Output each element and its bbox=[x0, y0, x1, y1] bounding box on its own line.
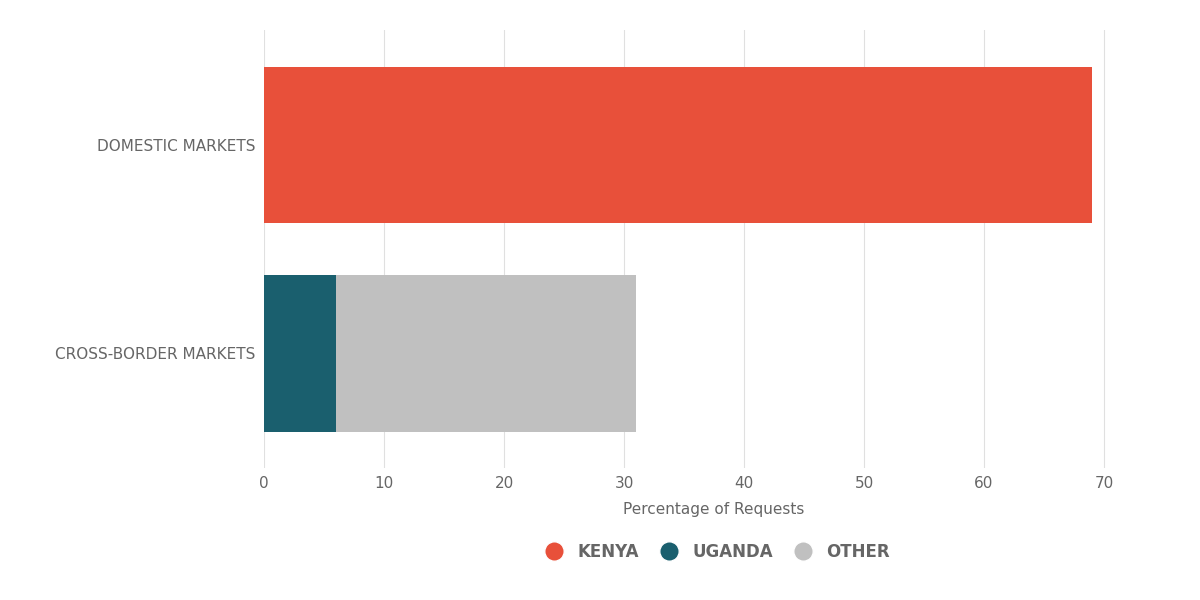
Bar bbox=[264, 275, 336, 431]
Bar bbox=[264, 67, 1092, 223]
X-axis label: Percentage of Requests: Percentage of Requests bbox=[623, 502, 805, 517]
Bar bbox=[336, 275, 636, 431]
Legend: KENYA, UGANDA, OTHER: KENYA, UGANDA, OTHER bbox=[529, 535, 899, 569]
